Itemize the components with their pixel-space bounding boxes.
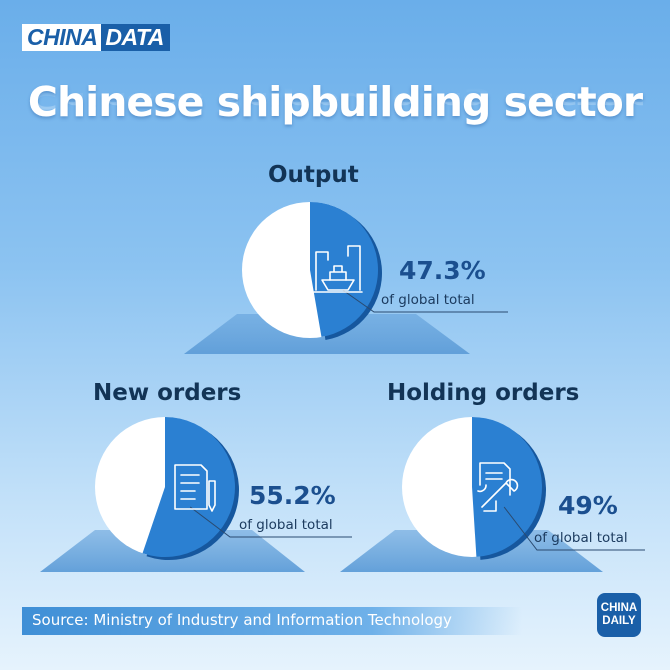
pie-1 <box>184 202 508 354</box>
china-daily-logo: CHINA DAILY <box>597 593 641 637</box>
pie-2 <box>40 417 352 572</box>
brand-part-1: CHINA <box>22 24 102 51</box>
document-wrench-icon <box>477 462 519 512</box>
brand-part-2: DATA <box>101 24 170 51</box>
source-text: Source: Ministry of Industry and Informa… <box>32 611 452 629</box>
pie-3 <box>340 417 645 572</box>
note-new-orders: of global total <box>239 517 333 533</box>
note-holding-orders: of global total <box>534 530 628 546</box>
pie-slice-3 <box>472 417 543 557</box>
logo-line-1: CHINA <box>600 602 638 614</box>
source-bar <box>22 607 522 635</box>
pie-slice-2 <box>142 417 236 557</box>
note-output: of global total <box>381 292 475 308</box>
value-label-new-orders: 55.2% <box>249 481 336 510</box>
value-label-output: 47.3% <box>399 256 486 285</box>
chart-label-new-orders: New orders <box>93 380 242 406</box>
leader-line-3 <box>503 506 645 551</box>
page-title: Chinese shipbuilding sector <box>27 78 643 126</box>
document-pen-icon <box>174 464 216 512</box>
logo-line-2: DAILY <box>602 615 636 627</box>
leader-line-1 <box>342 289 508 313</box>
value-label-holding-orders: 49% <box>558 491 618 520</box>
china-data-logo: CHINA DATA <box>22 24 170 51</box>
leader-line-2 <box>189 506 352 538</box>
chart-label-output: Output <box>268 162 359 188</box>
chart-label-holding-orders: Holding orders <box>387 380 580 406</box>
ship-crane-icon <box>313 245 363 293</box>
